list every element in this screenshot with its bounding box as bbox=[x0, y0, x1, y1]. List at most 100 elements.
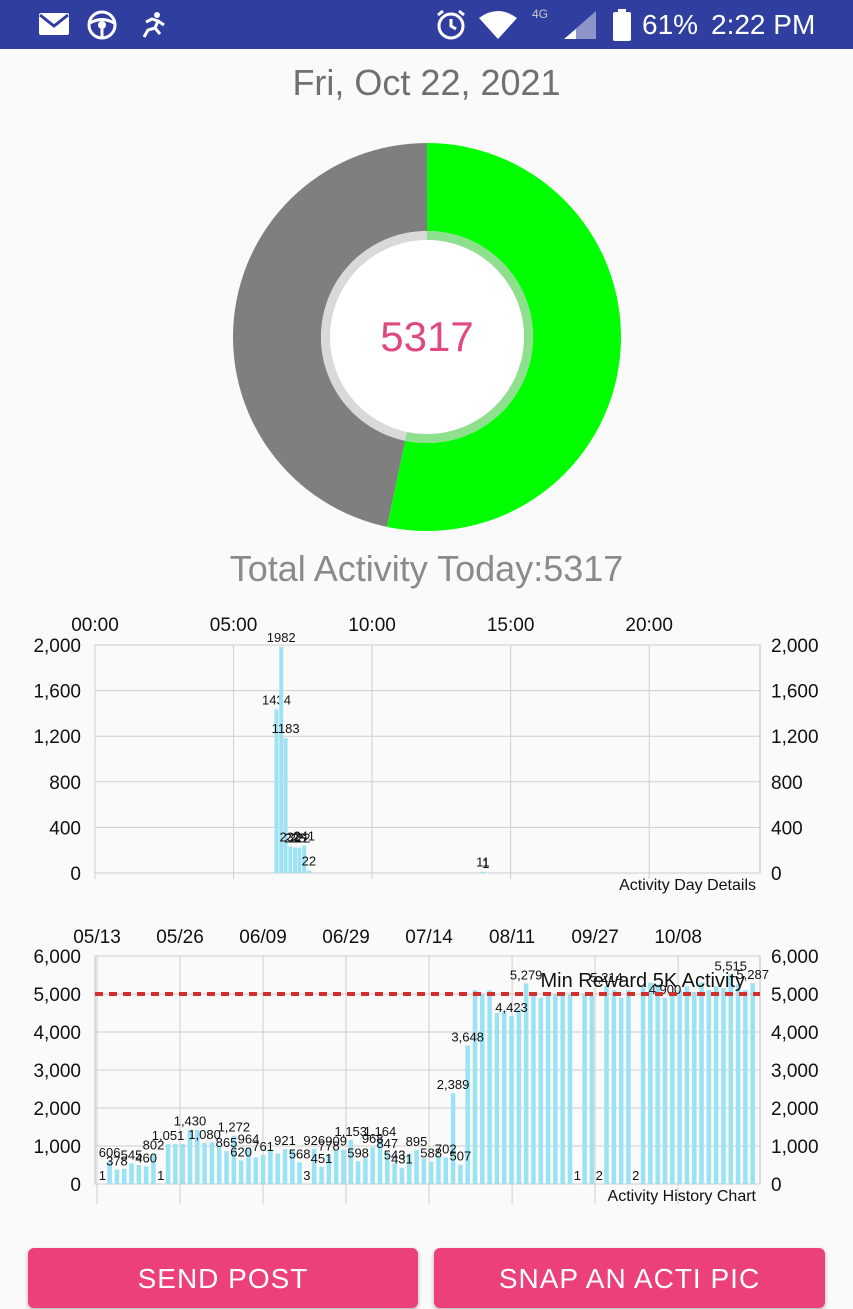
history-chart-bar-label: 926 bbox=[303, 1133, 325, 1148]
history-chart-bar bbox=[655, 984, 660, 1184]
history-chart-y-tick-left: 5,000 bbox=[33, 985, 81, 1006]
day-chart-bar bbox=[480, 871, 485, 873]
history-chart-bar bbox=[538, 997, 544, 1184]
history-chart-bar bbox=[392, 1163, 397, 1184]
day-chart-bar bbox=[293, 847, 298, 873]
history-chart-bar bbox=[582, 994, 587, 1184]
donut-progress-segment bbox=[387, 143, 622, 531]
history-chart-y-tick-left: 6,000 bbox=[33, 947, 81, 968]
history-chart-bar bbox=[560, 995, 565, 1184]
day-chart-bar-label: 11 bbox=[476, 855, 490, 870]
history-chart-bar-label: 909 bbox=[325, 1133, 347, 1148]
history-chart-bar bbox=[684, 986, 690, 1184]
history-chart-bar bbox=[202, 1142, 207, 1184]
history-chart-bar bbox=[713, 986, 719, 1184]
history-chart-bar-label: 378 bbox=[106, 1154, 128, 1169]
history-chart-bar-label: 460 bbox=[135, 1151, 157, 1166]
day-chart-y-tick-right: 2,000 bbox=[771, 636, 819, 657]
day-chart-x-tick: 10:00 bbox=[348, 615, 396, 636]
history-chart-y-tick-right: 2,000 bbox=[771, 1099, 819, 1120]
history-chart-bar bbox=[107, 1160, 112, 1184]
history-chart-y-tick-right: 1,000 bbox=[771, 1137, 819, 1158]
history-chart-bar-label: 1,051 bbox=[152, 1128, 185, 1143]
history-chart-x-tick: 06/09 bbox=[239, 927, 287, 948]
day-chart-bar-label: 222 bbox=[289, 831, 311, 846]
history-chart-bar bbox=[282, 1149, 288, 1184]
history-chart-bar bbox=[333, 1149, 339, 1184]
history-chart-bar bbox=[216, 1145, 222, 1184]
history-chart-bar bbox=[721, 988, 726, 1184]
history-chart-y-tick-right: 5,000 bbox=[771, 985, 819, 1006]
history-chart-bar bbox=[699, 982, 704, 1184]
history-chart-bar-label: 3 bbox=[303, 1168, 310, 1183]
day-chart-bar-label: 1183 bbox=[272, 721, 300, 736]
day-chart-bar bbox=[483, 872, 488, 874]
history-chart-bar bbox=[246, 1147, 251, 1184]
day-chart-y-tick-left: 2,000 bbox=[33, 636, 81, 657]
history-chart-bar-label: 1,153 bbox=[334, 1124, 367, 1139]
day-chart-y-tick-right: 400 bbox=[771, 818, 803, 839]
history-chart-x-tick: 08/11 bbox=[489, 927, 535, 948]
history-chart-bar bbox=[567, 994, 573, 1184]
history-chart-bar-label: 1,430 bbox=[174, 1114, 207, 1129]
history-chart-bar bbox=[553, 994, 558, 1184]
day-chart-bar bbox=[279, 647, 284, 873]
history-chart-bar bbox=[406, 1153, 412, 1184]
mail-icon bbox=[39, 13, 69, 35]
history-chart-x-tick: 07/14 bbox=[405, 927, 453, 948]
donut-center-value: 5317 bbox=[380, 313, 473, 360]
history-chart-bar-label: 802 bbox=[143, 1138, 165, 1153]
history-chart-bar-label: 964 bbox=[238, 1131, 260, 1146]
day-chart-y-tick-left: 400 bbox=[49, 818, 81, 839]
history-chart-bar bbox=[414, 1149, 419, 1184]
day-chart-bar-label: 241 bbox=[293, 829, 315, 844]
history-chart-bar bbox=[348, 1140, 354, 1184]
history-chart-bar bbox=[224, 1151, 229, 1184]
history-chart-bar-label: 431 bbox=[391, 1152, 413, 1167]
day-chart-y-tick-right: 800 bbox=[771, 773, 803, 794]
day-details-chart: 0 0 400 400 800 800 1,200 1,200 1,600 1,600 2,000 2… bbox=[33, 615, 819, 894]
history-chart-bar bbox=[151, 1153, 156, 1184]
day-chart-y-tick-left: 1,600 bbox=[33, 682, 81, 703]
history-chart: 0 0 1,000 1,000 2,000 2,000 3,000 3,000 4,000 4,0… bbox=[33, 927, 819, 1205]
history-chart-bar bbox=[662, 997, 668, 1184]
day-chart-y-tick-left: 0 bbox=[70, 864, 81, 885]
donut-remaining-segment bbox=[233, 143, 427, 527]
history-chart-bar-label: 5,214 bbox=[590, 970, 623, 985]
day-chart-bar-label: 1434 bbox=[262, 693, 291, 708]
history-chart-bar bbox=[706, 990, 712, 1184]
history-chart-bar bbox=[589, 995, 595, 1184]
day-chart-x-tick: 05:00 bbox=[210, 615, 258, 636]
history-chart-bar-label: 2 bbox=[596, 1168, 603, 1183]
day-chart-bar-label: 232 bbox=[279, 830, 301, 845]
battery-percent: 61% bbox=[642, 9, 699, 40]
alarm-icon bbox=[437, 9, 465, 40]
day-chart-bar-label: 1 bbox=[482, 856, 489, 871]
send-post-button[interactable]: SEND POST bbox=[28, 1248, 418, 1308]
history-chart-bar bbox=[180, 1143, 185, 1184]
running-person-icon bbox=[142, 12, 165, 38]
history-chart-title: Activity History Chart bbox=[608, 1188, 757, 1205]
day-chart-frame bbox=[94, 644, 761, 874]
history-chart-bar-label: 5,279 bbox=[510, 967, 543, 982]
history-chart-y-tick-right: 6,000 bbox=[771, 947, 819, 968]
history-chart-bar bbox=[487, 990, 492, 1184]
wifi-icon bbox=[479, 11, 517, 39]
day-chart-y-tick-right: 0 bbox=[771, 864, 782, 885]
history-chart-bar bbox=[275, 1153, 280, 1184]
history-chart-bar bbox=[626, 990, 631, 1184]
snap-activity-pic-button[interactable]: SNAP AN ACTI PIC bbox=[434, 1248, 825, 1308]
history-chart-bar bbox=[691, 992, 697, 1184]
history-chart-bar-label: 1,164 bbox=[364, 1124, 397, 1139]
day-chart-bar bbox=[288, 846, 293, 873]
total-activity-text: Total Activity Today:5317 bbox=[229, 548, 624, 589]
history-chart-y-tick-right: 4,000 bbox=[771, 1023, 819, 1044]
history-chart-bar bbox=[187, 1129, 193, 1184]
day-chart-bar-label: 225 bbox=[284, 830, 306, 845]
day-chart-bar bbox=[306, 870, 311, 873]
history-chart-bar-label: 5,287 bbox=[736, 967, 769, 982]
history-chart-bar bbox=[480, 994, 485, 1184]
history-chart-x-tick: 09/27 bbox=[571, 927, 619, 948]
history-chart-bar-label: 761 bbox=[252, 1139, 274, 1154]
history-chart-bar-label: 588 bbox=[420, 1146, 442, 1161]
